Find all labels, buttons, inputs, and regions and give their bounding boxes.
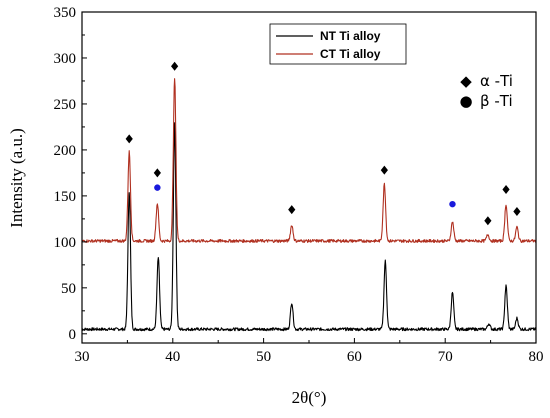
series-line-nt [81, 122, 537, 332]
alpha-legend-symbol: ◆ [460, 72, 472, 90]
alpha-peak-marker [125, 134, 133, 144]
alpha-peak-marker [288, 205, 296, 215]
x-tick-label: 40 [165, 349, 180, 365]
series-line-ct [81, 78, 537, 243]
y-tick-label: 100 [54, 235, 77, 251]
alpha-peak-marker [171, 61, 179, 71]
alpha-peak-marker [153, 168, 161, 178]
series-layer [81, 78, 537, 332]
phase-legend: ◆ α -Ti ● β -Ti [459, 72, 512, 110]
series-legend: NT Ti alloy CT Ti alloy [269, 23, 407, 65]
y-axis: 0 50 100 150 200 250 300 350 [54, 5, 87, 343]
legend-label-nt: NT Ti alloy [320, 29, 381, 43]
y-tick-label: 50 [61, 281, 76, 297]
beta-legend-symbol: ● [459, 92, 472, 110]
y-tick-label: 0 [69, 327, 77, 343]
x-axis-title: 2θ(°) [292, 388, 327, 407]
legend-label-ct: CT Ti alloy [320, 47, 381, 61]
y-tick-label: 300 [54, 51, 77, 67]
y-tick-label: 250 [54, 97, 77, 113]
marker-layer [125, 61, 521, 226]
y-tick-label: 150 [54, 189, 77, 205]
alpha-peak-marker [502, 184, 510, 194]
x-tick-label: 80 [529, 349, 544, 365]
x-tick-label: 30 [75, 349, 90, 365]
y-tick-label: 200 [54, 143, 77, 159]
beta-peak-marker [154, 184, 161, 191]
y-axis-title: Intensity (a.u.) [7, 128, 26, 228]
alpha-legend-label: α -Ti [480, 72, 513, 90]
beta-peak-marker [449, 200, 456, 208]
x-tick-label: 50 [256, 349, 271, 365]
alpha-peak-marker [513, 207, 521, 217]
series-legend-box [269, 23, 407, 65]
alpha-peak-marker [380, 165, 388, 175]
beta-legend-label: β -Ti [480, 92, 513, 110]
x-tick-label: 60 [347, 349, 362, 365]
alpha-peak-marker [484, 216, 492, 226]
x-tick-label: 70 [438, 349, 453, 365]
y-tick-label: 350 [54, 5, 77, 21]
x-axis: 30 40 50 60 70 80 [75, 338, 544, 365]
